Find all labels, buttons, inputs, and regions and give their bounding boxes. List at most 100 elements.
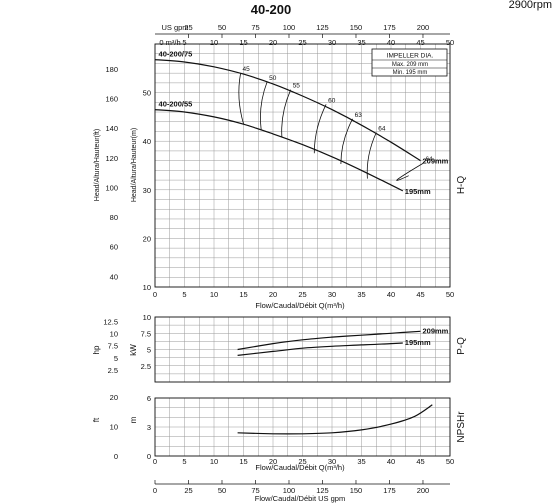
hq-top-m3h-tick: 15: [239, 38, 247, 47]
pq-y-tick-kw: 10: [143, 313, 151, 322]
pq-y-tick-kw: 7.5: [141, 329, 151, 338]
ft-label: ft: [92, 417, 101, 422]
efficiency-curve-50: [260, 81, 268, 130]
flow-label-usgpm: Flow/Caudal/Débit US gpm: [255, 494, 345, 503]
npsh-x-tick: 5: [182, 457, 186, 466]
efficiency-label: 63: [355, 112, 363, 119]
hq-top-m3h-tick: 30: [328, 38, 336, 47]
m-label: m: [129, 416, 138, 423]
hq-top-usgpm-tick: 75: [251, 23, 259, 32]
hq-y-tick-ft: 160: [105, 95, 118, 104]
npsh-tag: NPSHr: [456, 411, 467, 443]
npsh-x-tick: 45: [416, 457, 424, 466]
efficiency-label: 64: [425, 156, 433, 163]
npsh-x-tick: 25: [298, 457, 306, 466]
hq-y-tick-ft: 180: [105, 65, 118, 74]
hq-x-tick: 35: [357, 290, 365, 299]
pq-diameter-label: 209mm: [423, 326, 449, 335]
efficiency-label: 50: [269, 75, 277, 82]
hq-top-usgpm-tick: 100: [283, 23, 296, 32]
efficiency-label: 45: [243, 66, 251, 73]
hq-x-tick: 25: [298, 290, 306, 299]
bottom-usgpm-tick: 150: [350, 486, 363, 495]
head-m-label: Head/Altura/Hauteur(m): [131, 128, 138, 202]
bottom-usgpm-tick: 0: [153, 486, 157, 495]
bottom-usgpm-tick: 25: [184, 486, 192, 495]
npsh-y-tick-ft: 20: [110, 393, 118, 402]
pq-tag: P-Q: [456, 337, 467, 355]
npsh-x-tick: 50: [446, 457, 454, 466]
efficiency-curve-63: [340, 118, 353, 165]
hq-diameter-label: 209mm: [423, 157, 449, 166]
hq-top-usgpm-tick: 125: [316, 23, 329, 32]
npsh-y-tick-m: 6: [147, 394, 151, 403]
hq-x-tick: 0: [153, 290, 157, 299]
npsh-x-tick: 35: [357, 457, 365, 466]
head-ft-label: Head/Altura/Hauteur(ft): [94, 129, 101, 201]
npsh-y-tick-m: 3: [147, 423, 151, 432]
bottom-usgpm-tick: 75: [251, 486, 259, 495]
hq-top-m3h-tick: 20: [269, 38, 277, 47]
hq-y-tick-ft: 80: [110, 213, 118, 222]
impeller-title: IMPELLER DIA.: [387, 53, 434, 60]
npsh-x-tick: 10: [210, 457, 218, 466]
npsh-x-tick: 20: [269, 457, 277, 466]
hq-top-usgpm-tick: 150: [350, 23, 363, 32]
speed-label: 2900rpm: [509, 0, 552, 11]
hq-y-tick-ft: 120: [105, 154, 118, 163]
hq-model-label: 40-200/75: [159, 50, 193, 59]
npsh-y-tick-m: 0: [147, 452, 151, 461]
efficiency-label: 55: [293, 83, 301, 90]
pq-curve-195mm: [237, 342, 403, 356]
impeller-legend-box: IMPELLER DIA. Max. 209 mm Min. 195 mm: [371, 48, 448, 77]
efficiency-curve-55: [281, 89, 292, 138]
npsh-x-tick: 40: [387, 457, 395, 466]
impeller-min: Min. 195 mm: [393, 70, 428, 76]
npsh-x-tick: 30: [328, 457, 336, 466]
axis-labels: US gpm 0 m³/h Head/Altura/Hauteur(ft) He…: [92, 23, 467, 503]
hq-top-usgpm-tick: 175: [383, 23, 396, 32]
hq-top-m3h-tick: 35: [357, 38, 365, 47]
hq-top-m3h-tick: 45: [416, 38, 424, 47]
model-title: 40-200: [251, 2, 291, 17]
hq-y-tick-ft: 60: [110, 243, 118, 252]
efficiency-label: 60: [328, 97, 336, 104]
npsh-y-tick-ft: 0: [114, 452, 118, 461]
hq-y-tick-m: 10: [143, 283, 151, 292]
hq-x-tick: 50: [446, 290, 454, 299]
bottom-usgpm-tick: 50: [218, 486, 226, 495]
pq-y-tick-kw: 2.5: [141, 362, 151, 371]
efficiency-curve-60: [313, 104, 327, 154]
bottom-usgpm-tick: 175: [383, 486, 396, 495]
pq-diameter-label: 195mm: [405, 338, 431, 347]
efficiency-curve-45: [238, 73, 244, 124]
impeller-max: Max. 209 mm: [392, 62, 428, 68]
hq-diameter-label: 195mm: [405, 187, 431, 196]
pq-y-tick-hp: 2.5: [108, 366, 118, 375]
hq-x-tick: 15: [239, 290, 247, 299]
hq-model-label: 40-200/55: [159, 100, 193, 109]
hq-top-m3h-tick: 40: [387, 38, 395, 47]
pq-y-tick-hp: 5: [114, 354, 118, 363]
flow-label-npsh: Flow/Caudal/Débit Q(m³/h): [255, 463, 345, 472]
hq-x-tick: 45: [416, 290, 424, 299]
hq-y-tick-m: 40: [143, 137, 151, 146]
plot-frame: [154, 397, 451, 457]
hq-top-usgpm-tick: 200: [417, 23, 430, 32]
npsh-x-tick: 0: [153, 457, 157, 466]
hq-top-m3h-tick: 25: [298, 38, 306, 47]
hq-top-m3h-tick: 50: [446, 38, 454, 47]
kw-label: kW: [129, 344, 138, 356]
top-m3h-label: 0 m³/h: [159, 38, 180, 47]
npsh-y-tick-ft: 10: [110, 423, 118, 432]
hq-x-tick: 5: [182, 290, 186, 299]
bottom-usgpm-tick: 100: [283, 486, 296, 495]
pq-y-tick-kw: 5: [147, 346, 151, 355]
npsh-curve: [237, 404, 433, 435]
efficiency-curve-64: [366, 132, 377, 179]
hq-y-tick-m: 30: [143, 186, 151, 195]
hq-x-tick: 30: [328, 290, 336, 299]
hq-x-tick: 20: [269, 290, 277, 299]
